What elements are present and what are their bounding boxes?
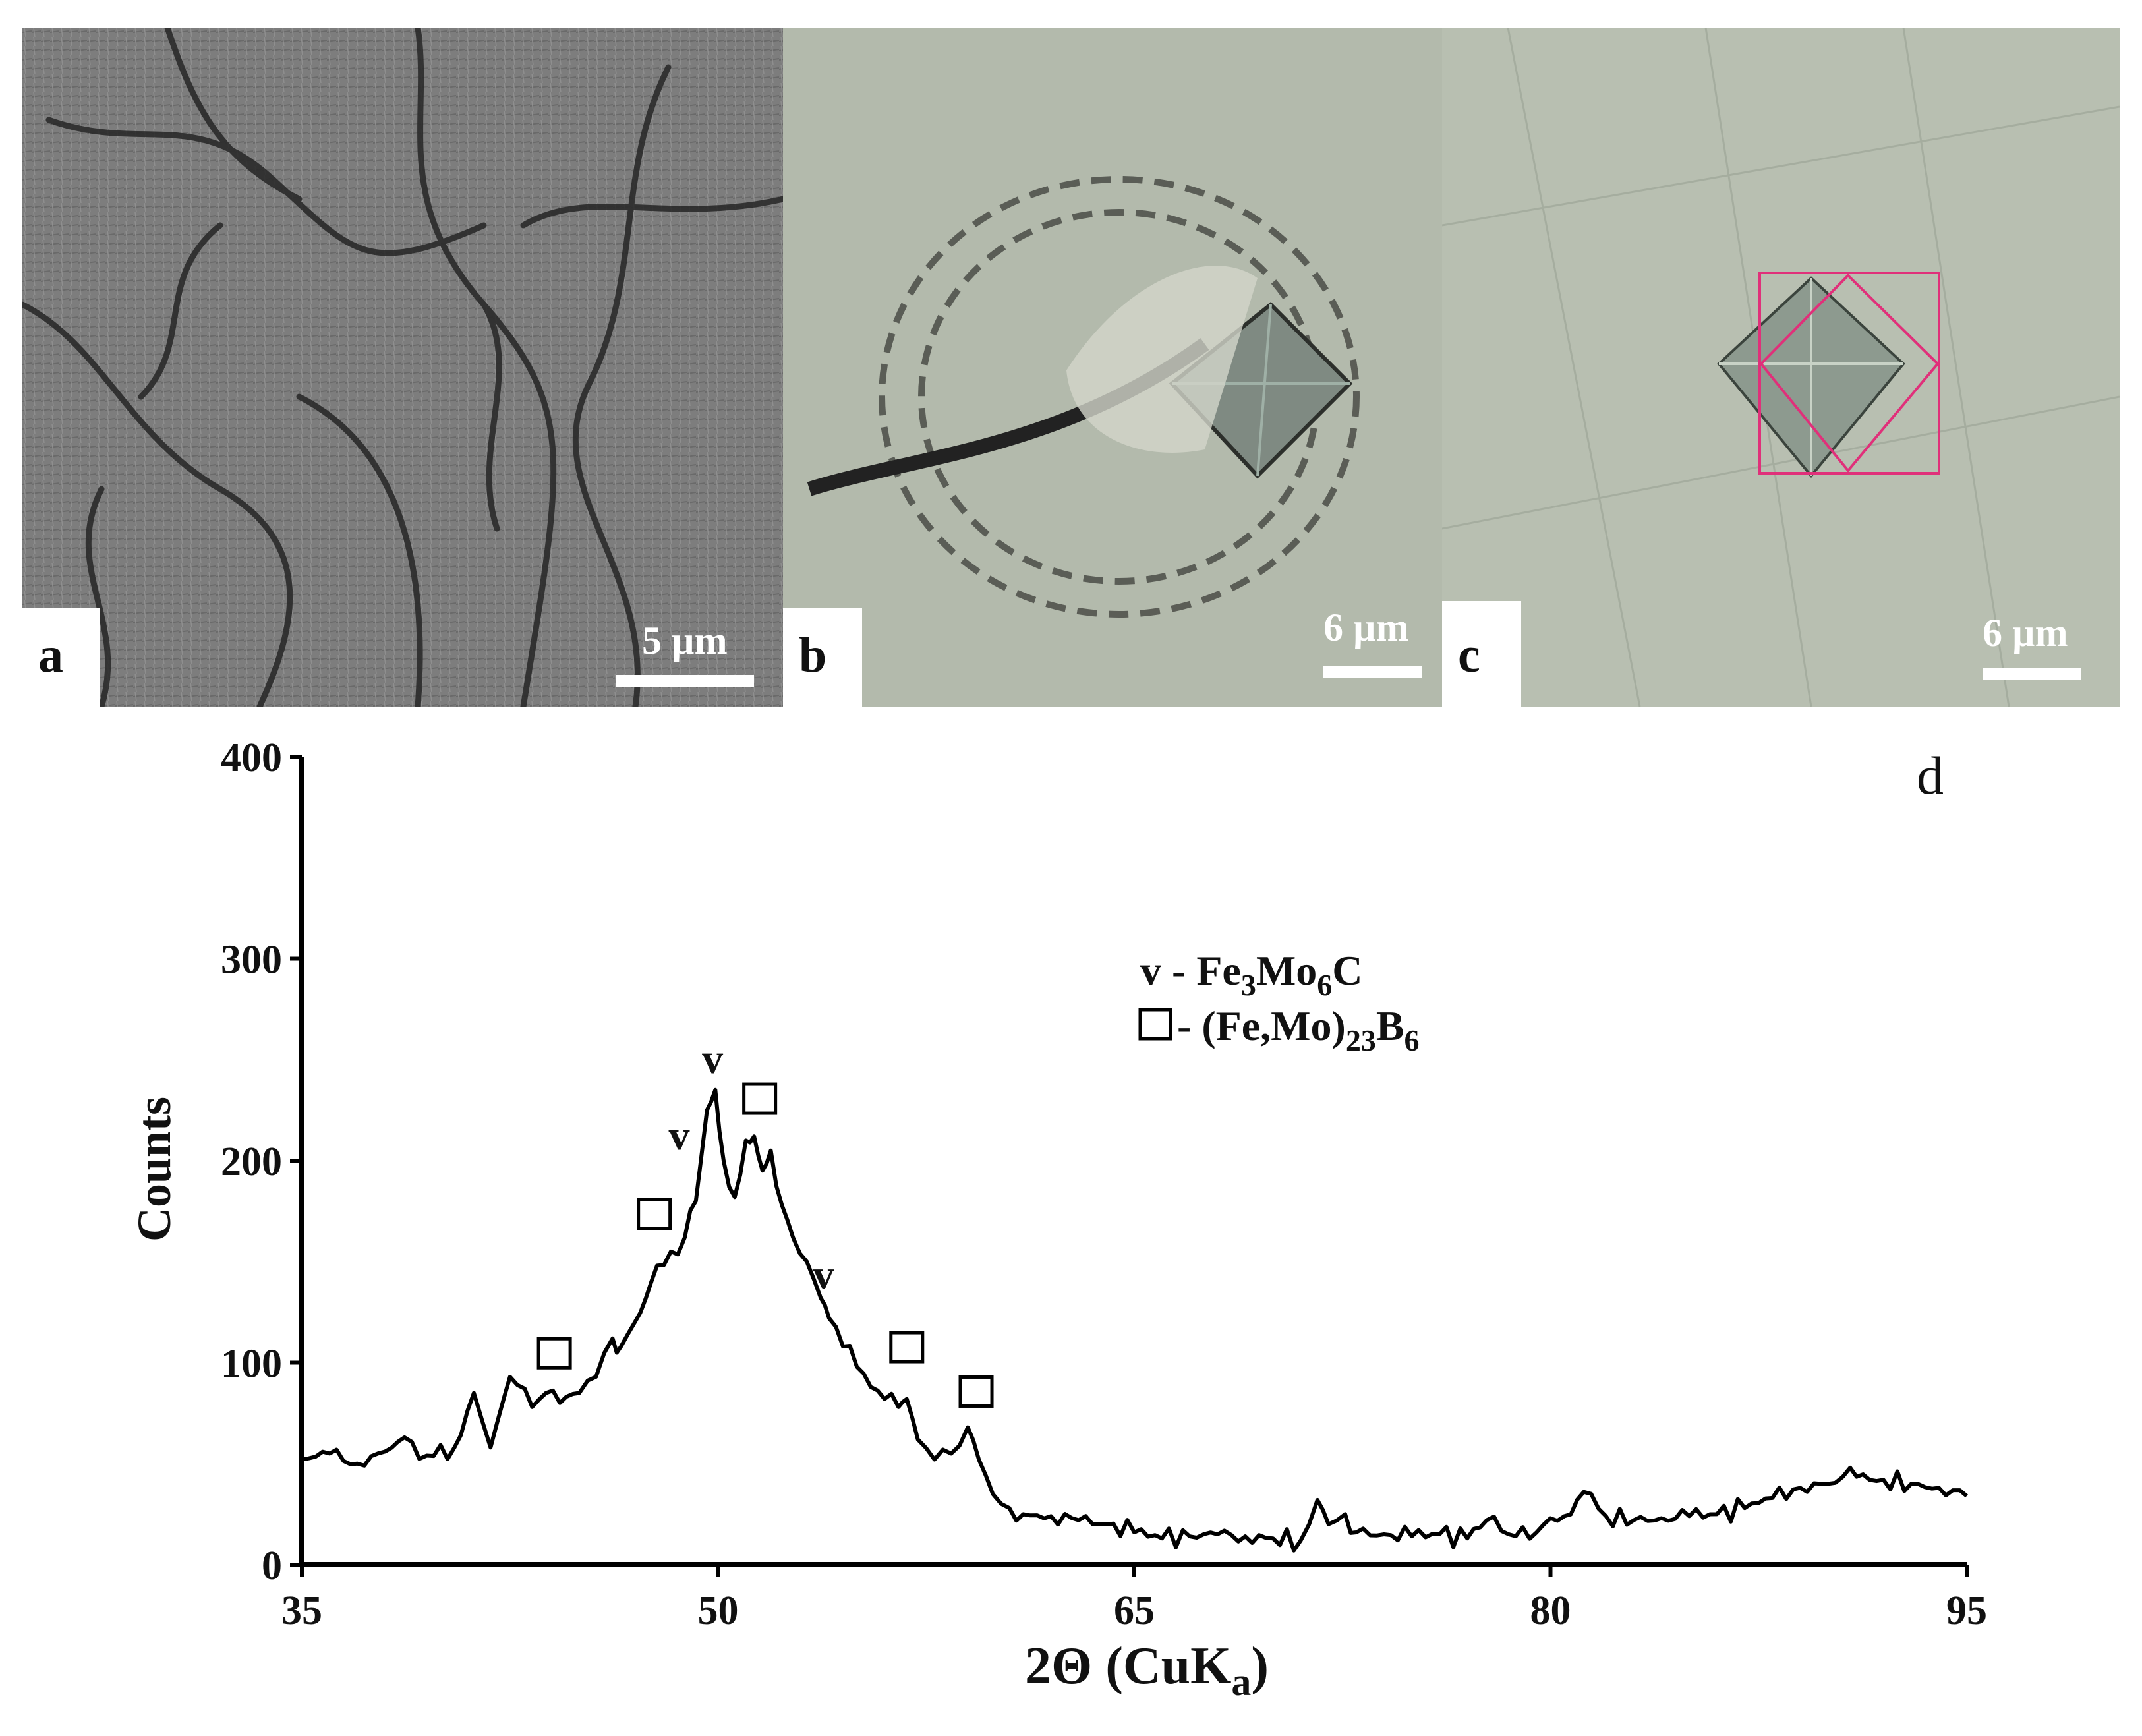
x-axis-label-main: 2Θ (CuK (1025, 1637, 1231, 1695)
y-axis-label: Counts (128, 1097, 181, 1242)
chart-axes (299, 757, 1967, 1567)
scalebar-a (616, 675, 754, 687)
x-axis-label: 2Θ (CuKa) (1025, 1637, 1269, 1704)
panel-letter-b: b (783, 608, 862, 707)
boride-marker (889, 1331, 925, 1364)
x-tick-label: 65 (1114, 1588, 1155, 1633)
y-tick-label: 0 (262, 1544, 282, 1588)
sem-dendrite-image (22, 28, 783, 707)
legend-entry: v - Fe3Mo6C (1140, 947, 1362, 1002)
boride-marker (742, 1082, 778, 1115)
phase-peak-markers: vvv (536, 1035, 994, 1408)
boride-marker (958, 1375, 994, 1408)
scalebar-c (1983, 668, 2081, 680)
optical-indent-image-b (783, 28, 1442, 707)
scalebar-label-a: 5 µm (642, 619, 728, 662)
panel-letter-a: a (22, 608, 100, 707)
scalebar-label-b: 6 µm (1323, 606, 1409, 649)
y-tick-label: 400 (221, 736, 282, 780)
legend-entry: - (Fe,Mo)23B6 (1177, 1002, 1420, 1057)
xrd-pattern-line (301, 1087, 1968, 1553)
boride-marker (536, 1337, 572, 1370)
x-tick-label: 95 (1946, 1588, 1987, 1633)
boride-marker (637, 1198, 672, 1230)
optical-indent-image-c (1442, 28, 2120, 707)
micrograph-panel-c: c 6 µm (1442, 28, 2120, 707)
scalebar-label-c: 6 µm (1983, 611, 2068, 654)
micrograph-panel-b: b 6 µm (783, 28, 1442, 707)
x-tick-label: 50 (698, 1588, 739, 1633)
carbide-marker: v (813, 1252, 834, 1298)
x-axis-label-close: ) (1251, 1637, 1269, 1695)
x-axis-label-sub: a (1231, 1660, 1251, 1704)
scalebar-b (1323, 666, 1422, 678)
carbide-marker: v (669, 1112, 690, 1159)
chart-legend: v - Fe3Mo6C - (Fe,Mo)23B6 (1138, 947, 1420, 1057)
y-tick-label: 200 (221, 1140, 282, 1184)
panel-letter-c: c (1442, 601, 1521, 707)
micrograph-panel-a: a 5 µm (22, 28, 783, 707)
legend-square-marker (1138, 1008, 1172, 1041)
y-tick-label: 300 (221, 938, 282, 983)
x-tick-label: 35 (281, 1588, 322, 1633)
x-tick-label: 80 (1530, 1588, 1571, 1633)
y-tick-label: 100 (221, 1342, 282, 1387)
chart-ticks: 0 100 200 300 400 35 50 65 80 95 (221, 736, 1987, 1633)
carbide-marker: v (702, 1035, 723, 1082)
panel-letter-d: d (1917, 745, 1944, 805)
